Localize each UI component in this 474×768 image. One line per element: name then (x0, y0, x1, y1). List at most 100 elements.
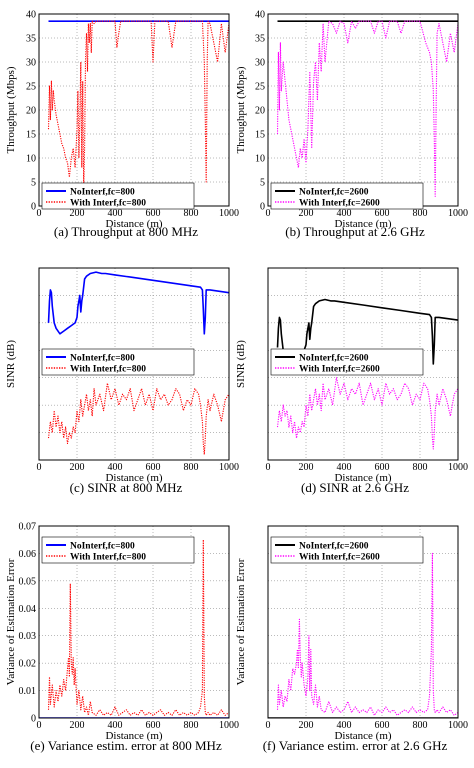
y-tick-label: 40 (26, 10, 36, 21)
x-tick-label: 400 (108, 462, 123, 473)
y-tick-label: 35 (26, 34, 36, 45)
legend-entry: NoInterf,fc=800 (70, 354, 135, 364)
y-axis-label: Variance of Estimation Error (235, 558, 247, 685)
y-tick-label: 0.04 (19, 604, 37, 615)
y-tick-label: 20 (26, 106, 36, 117)
y-axis-label: Variance of Estimation Error (5, 558, 17, 685)
x-tick-label: 800 (413, 462, 428, 473)
legend-entry: NoInterf,fc=2600 (299, 542, 369, 552)
subfigure-caption: (d) SINR at 2.6 GHz (301, 480, 409, 495)
y-tick-label: 20 (255, 106, 265, 117)
y-tick-label: 0.02 (19, 659, 37, 670)
series-line-2 (276, 377, 458, 450)
y-tick-label: 0 (31, 714, 36, 725)
x-axis-label: Distance (m) (334, 472, 391, 484)
series-line-2 (47, 382, 229, 456)
x-tick-label: 0 (266, 720, 271, 731)
legend-entry: With Interf,fc=2600 (299, 553, 380, 563)
x-tick-label: 600 (146, 720, 161, 731)
plot-frame (267, 525, 459, 719)
legend-box (270, 536, 424, 564)
x-tick-label: 400 (337, 462, 352, 473)
legend-entry: NoInterf,fc=800 (70, 188, 135, 198)
chart-panel-4: 0 200 400 600 800 1000 Distance (m) SINR (dB) No… (235, 267, 468, 495)
y-tick-label: 15 (26, 130, 36, 141)
y-tick-label: 0.03 (19, 631, 37, 642)
subfigure-caption: (e) Variance estim. error at 800 MHz (30, 738, 222, 753)
y-axis-label: SINR (dB) (235, 340, 247, 388)
plot-frame (38, 13, 230, 207)
x-tick-label: 0 (37, 462, 42, 473)
x-tick-label: 800 (184, 720, 199, 731)
legend-box (41, 536, 195, 564)
x-tick-label: 800 (413, 720, 428, 731)
x-axis-label: Distance (m) (105, 218, 162, 230)
y-tick-label: 0.06 (19, 549, 37, 560)
x-tick-label: 1000 (219, 462, 239, 473)
series-line-2 (276, 20, 458, 197)
legend-entry: With Interf,fc=800 (70, 553, 146, 563)
legend-box (270, 348, 424, 376)
plot-frame (38, 267, 230, 461)
y-axis-label: Throughput (Mbps) (5, 66, 17, 153)
x-tick-label: 0 (37, 720, 42, 731)
y-tick-label: 5 (260, 178, 265, 189)
chart-panel-3: 0 200 400 600 800 1000 Distance (m) SINR (dB) No… (5, 267, 239, 495)
x-tick-label: 400 (337, 208, 352, 219)
x-tick-label: 1000 (448, 208, 468, 219)
x-tick-label: 200 (70, 462, 85, 473)
subfigure-caption: (b) Throughput at 2.6 GHz (285, 224, 425, 239)
plot-frame (38, 525, 230, 719)
chart-panel-1: 0 200 400 600 800 1000 0 5 10 15 20 25 30 35 40 Distanc… (5, 10, 239, 240)
plot-frame (267, 13, 459, 207)
legend-entry: With Interf,fc=2600 (299, 365, 380, 375)
y-tick-label: 30 (26, 58, 36, 69)
y-tick-label: 10 (26, 154, 36, 165)
legend-box (41, 348, 195, 376)
x-axis-label: Distance (m) (105, 730, 162, 742)
y-tick-label: 15 (255, 130, 265, 141)
y-axis-label: Throughput (Mbps) (235, 66, 247, 153)
legend-entry: NoInterf,fc=800 (70, 542, 135, 552)
x-tick-label: 1000 (448, 462, 468, 473)
legend-box (41, 182, 195, 210)
x-axis-label: Distance (m) (334, 730, 391, 742)
y-tick-label: 0.05 (19, 576, 37, 587)
legend-entry: NoInterf,fc=2600 (299, 354, 369, 364)
x-tick-label: 1000 (219, 720, 239, 731)
series-line-2 (276, 552, 458, 716)
x-axis-label: Distance (m) (334, 218, 391, 230)
y-tick-label: 40 (255, 10, 265, 21)
subfigure-caption: (f) Variance estim. error at 2.6 GHz (263, 738, 448, 753)
series-line-2 (47, 20, 229, 188)
series-line-1 (47, 271, 229, 335)
legend-entry: NoInterf,fc=2600 (299, 188, 369, 198)
x-tick-label: 800 (413, 208, 428, 219)
subfigure-caption: (a) Throughput at 800 MHz (54, 224, 198, 239)
legend-box (270, 182, 424, 210)
series-line-2 (47, 539, 229, 716)
x-tick-label: 600 (375, 208, 390, 219)
subfigure-caption: (c) SINR at 800 MHz (70, 480, 183, 495)
x-tick-label: 1000 (448, 720, 468, 731)
legend-entry: With Interf,fc=2600 (299, 199, 380, 209)
y-tick-label: 10 (255, 154, 265, 165)
x-tick-label: 600 (146, 462, 161, 473)
y-tick-label: 25 (255, 82, 265, 93)
x-tick-label: 200 (70, 720, 85, 731)
x-tick-label: 800 (184, 208, 199, 219)
legend-entry: With Interf,fc=800 (70, 365, 146, 375)
x-tick-label: 0 (37, 208, 42, 219)
y-tick-label: 30 (255, 58, 265, 69)
y-tick-label: 5 (31, 178, 36, 189)
x-tick-label: 200 (299, 720, 314, 731)
y-tick-label: 0.01 (19, 686, 37, 697)
chart-panel-2: 0 200 400 600 800 1000 0 5 10 15 20 25 30 35 40 Distanc… (235, 10, 468, 240)
x-tick-label: 200 (299, 462, 314, 473)
